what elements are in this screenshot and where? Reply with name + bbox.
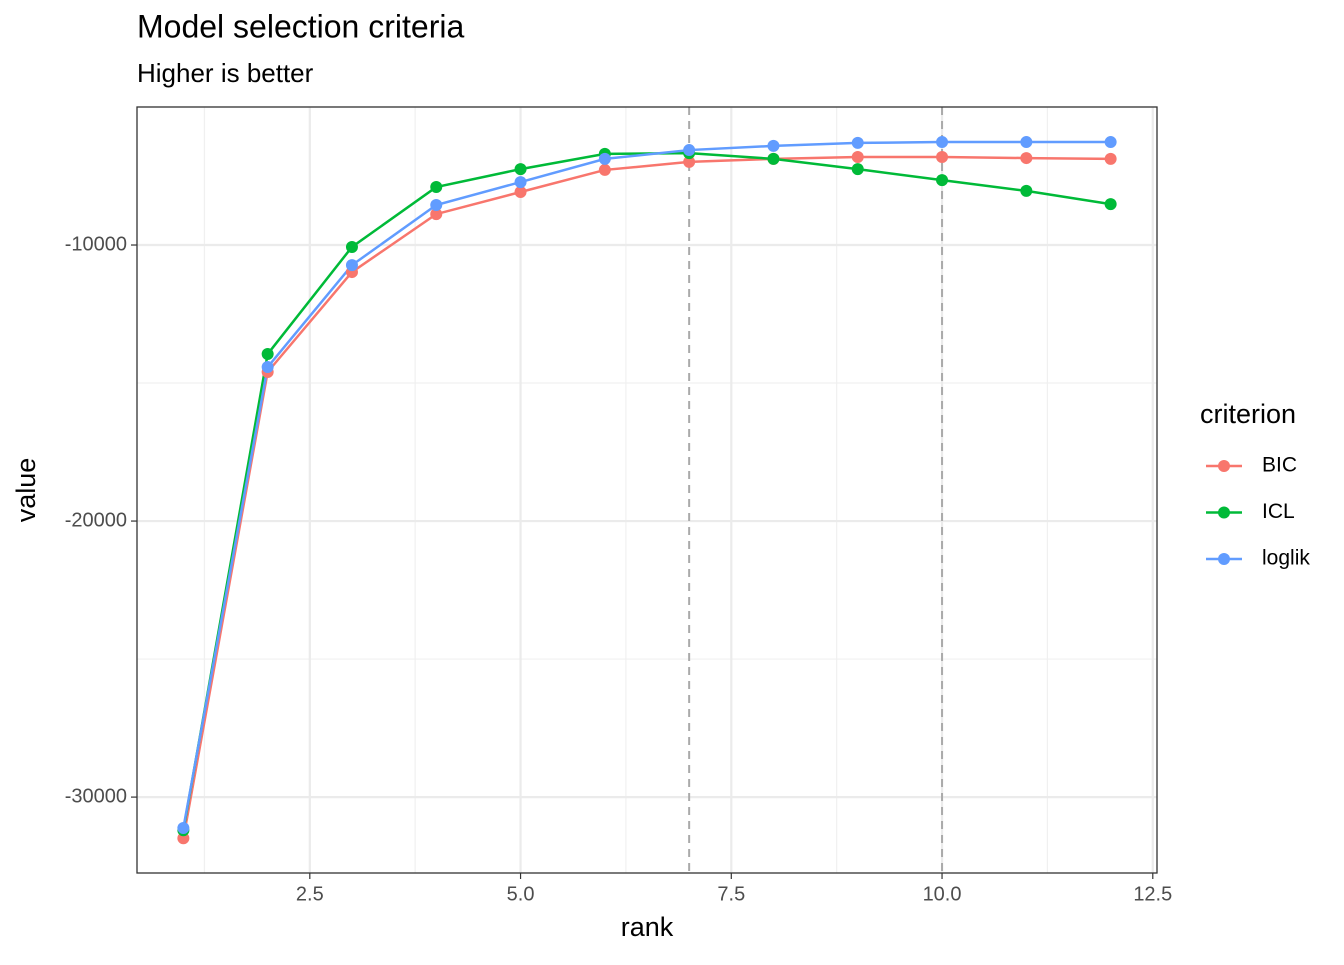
data-point [683,155,696,168]
y-tick-label: -30000 [65,785,127,807]
data-point [514,176,527,189]
data-point [514,163,527,176]
x-tick-label: 7.5 [717,883,745,905]
plot-border [136,106,1158,874]
data-point [767,152,780,165]
data-point [261,348,274,361]
data-point [598,163,611,176]
data-point [177,822,190,835]
data-point [1020,136,1033,149]
data-point [683,144,696,157]
legend: BIC ICL loglik [1206,454,1310,570]
data-point [936,150,949,163]
x-tick-label: 12.5 [1133,883,1172,905]
data-point [430,198,443,211]
data-point [261,361,274,374]
data-point [1104,136,1117,149]
data-point [1104,152,1117,165]
data-point [430,208,443,221]
data-point [1104,198,1117,211]
chart-title: Model selection criteria [137,8,464,44]
x-tick-label: 5.0 [507,883,535,905]
legend-label: ICL [1262,500,1295,523]
data-point [851,150,864,163]
data-point [936,174,949,187]
data-point [1020,184,1033,197]
data-point [1020,152,1033,165]
y-tick-label: -20000 [65,509,127,531]
legend-title: criterion [1200,399,1296,429]
data-point [851,136,864,149]
data-point [598,152,611,165]
data-point [514,186,527,199]
data-point [430,181,443,194]
legend-label: BIC [1262,454,1297,477]
legend-label: loglik [1262,547,1310,570]
legend-key-point [1218,460,1230,472]
plot-area: 2.5 5.0 7.5 10.0 12.5 -30000 -20000 -10000 [65,106,1172,905]
x-tick-label: 2.5 [296,883,324,905]
x-axis-label: rank [621,912,674,942]
data-point [936,136,949,149]
chart-subtitle: Higher is better [137,58,314,88]
x-tick-label: 10.0 [923,883,962,905]
y-axis-label: value [11,458,41,523]
data-point [767,139,780,152]
y-tick-label: -10000 [65,233,127,255]
data-point [851,163,864,176]
data-point [345,259,358,272]
legend-key-point [1218,553,1230,565]
series-line [182,155,1111,839]
data-point [345,240,358,253]
series-line [182,140,1111,829]
legend-key-point [1218,506,1230,519]
